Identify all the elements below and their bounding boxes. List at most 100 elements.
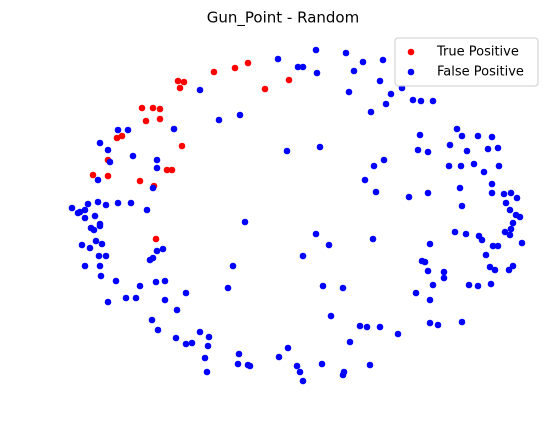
point — [424, 267, 432, 275]
legend-marker — [407, 48, 415, 56]
point — [506, 231, 514, 239]
point — [74, 209, 82, 217]
point — [299, 63, 307, 71]
legend-label: False Positive — [437, 65, 524, 80]
point — [457, 162, 465, 170]
point — [312, 46, 320, 54]
point — [170, 125, 178, 133]
point — [488, 180, 496, 188]
point — [188, 339, 196, 347]
point — [405, 193, 413, 201]
point — [451, 228, 459, 236]
point — [84, 200, 92, 208]
point — [366, 361, 374, 369]
point — [229, 262, 237, 270]
point — [458, 318, 466, 326]
point — [417, 97, 425, 105]
point — [312, 230, 320, 238]
point — [356, 322, 364, 330]
point — [275, 353, 283, 361]
point — [182, 289, 190, 297]
point — [138, 104, 146, 112]
point — [163, 166, 171, 174]
point — [285, 76, 293, 84]
point — [113, 134, 121, 142]
point — [506, 206, 514, 214]
point — [394, 330, 402, 338]
point — [363, 323, 371, 331]
point — [409, 96, 417, 104]
point — [129, 152, 137, 160]
point — [91, 212, 99, 220]
point — [429, 281, 437, 289]
point — [440, 274, 448, 282]
point — [379, 56, 387, 64]
point — [246, 362, 254, 370]
point — [370, 162, 378, 170]
legend-box — [394, 37, 539, 87]
point — [507, 189, 515, 197]
point — [509, 219, 517, 227]
point — [505, 266, 513, 274]
point — [210, 68, 218, 76]
point — [136, 282, 144, 290]
point — [350, 67, 358, 75]
point — [94, 198, 102, 206]
point — [102, 252, 110, 260]
point — [299, 252, 307, 260]
point — [81, 262, 89, 270]
point — [489, 242, 497, 250]
point — [180, 78, 188, 86]
point — [204, 342, 212, 350]
point — [215, 116, 223, 124]
point — [236, 111, 244, 119]
point — [414, 146, 422, 154]
point — [102, 201, 110, 209]
point — [122, 294, 130, 302]
point — [132, 294, 140, 302]
point — [426, 296, 434, 304]
chart-title: Gun_Point - Random — [207, 9, 359, 28]
point — [168, 166, 176, 174]
point — [470, 160, 478, 168]
point — [241, 218, 249, 226]
point — [518, 239, 526, 247]
point — [456, 184, 464, 192]
point — [482, 251, 490, 259]
point — [161, 296, 169, 304]
point — [367, 108, 375, 116]
point — [114, 199, 122, 207]
point — [316, 143, 324, 151]
point — [94, 176, 102, 184]
point — [342, 49, 350, 57]
point — [81, 206, 89, 214]
point — [412, 289, 420, 297]
point — [98, 240, 106, 248]
point — [502, 199, 510, 207]
point — [104, 172, 112, 180]
point — [339, 284, 347, 292]
point — [446, 141, 454, 149]
point — [106, 158, 114, 166]
point — [96, 222, 104, 230]
point — [486, 263, 494, 271]
point — [434, 321, 442, 329]
point — [474, 132, 482, 140]
point — [318, 360, 326, 368]
point — [458, 202, 466, 210]
point — [153, 247, 161, 255]
point — [182, 340, 190, 348]
point — [421, 258, 429, 266]
point — [203, 368, 211, 376]
point — [152, 278, 160, 286]
point — [127, 199, 135, 207]
point — [149, 104, 157, 112]
point — [488, 189, 496, 197]
point — [178, 142, 186, 150]
point — [196, 328, 204, 336]
point — [319, 282, 327, 290]
point — [172, 334, 180, 342]
point — [142, 117, 150, 125]
point — [429, 97, 437, 105]
